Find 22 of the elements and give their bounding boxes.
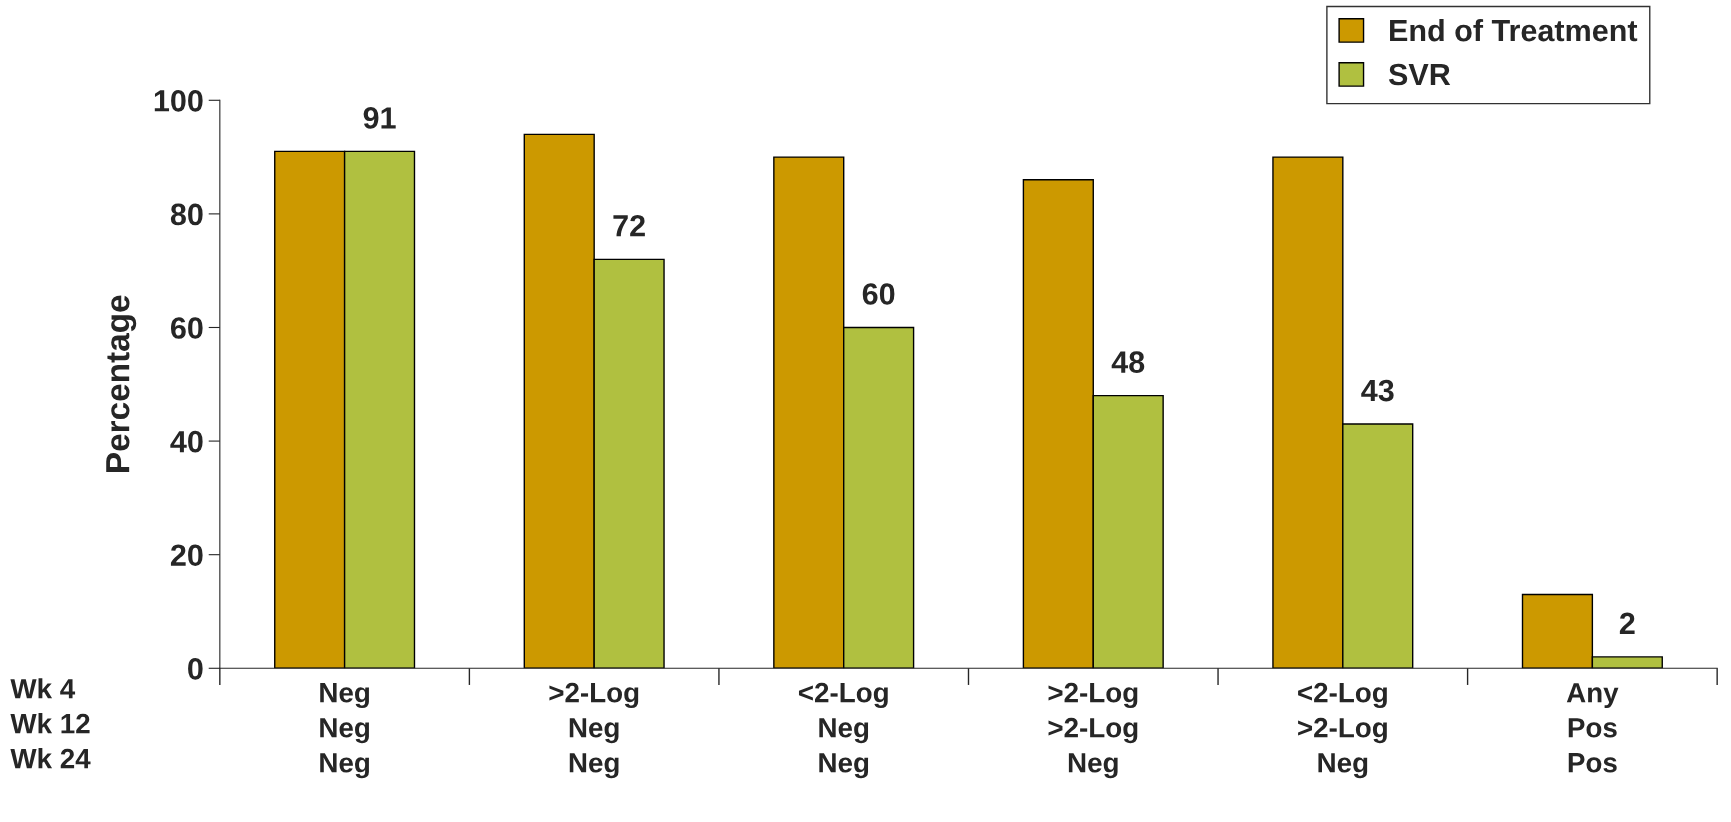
data-label: 60 bbox=[862, 283, 895, 305]
data-label: 72 bbox=[613, 214, 645, 237]
legend-label: End of Treatment bbox=[1390, 18, 1638, 42]
y-tick-label: 80 bbox=[170, 203, 203, 226]
data-label: 43 bbox=[1361, 379, 1394, 402]
x-tick-label: Any Pos Pos bbox=[1566, 683, 1619, 773]
x-tick-label: <2-Log Neg Neg bbox=[798, 682, 888, 779]
y-tick-label: 60 bbox=[171, 317, 203, 339]
y-tick-label: 20 bbox=[170, 544, 203, 567]
legend-label: SVR bbox=[1388, 63, 1451, 86]
x-tick-label: <2-Log >2-Log Neg bbox=[1298, 682, 1387, 779]
x-tick-label: >2-Log >2-Log Neg bbox=[1048, 682, 1138, 779]
x-tick-label: Neg Neg Neg bbox=[320, 683, 369, 779]
x-tick-label: >2-Log Neg Neg bbox=[549, 682, 639, 779]
text: Wk 4 Wk 12 Wk 24 bbox=[10, 678, 91, 769]
y-tick-label: 0 bbox=[188, 658, 203, 680]
y-tick-label: 40 bbox=[170, 430, 203, 453]
y-axis-title: Percentage bbox=[106, 295, 137, 472]
y-tick-label: 100 bbox=[154, 90, 203, 112]
data-label: 91 bbox=[363, 107, 396, 129]
data-label: 48 bbox=[1111, 351, 1145, 373]
data-label: 2 bbox=[1619, 612, 1635, 634]
